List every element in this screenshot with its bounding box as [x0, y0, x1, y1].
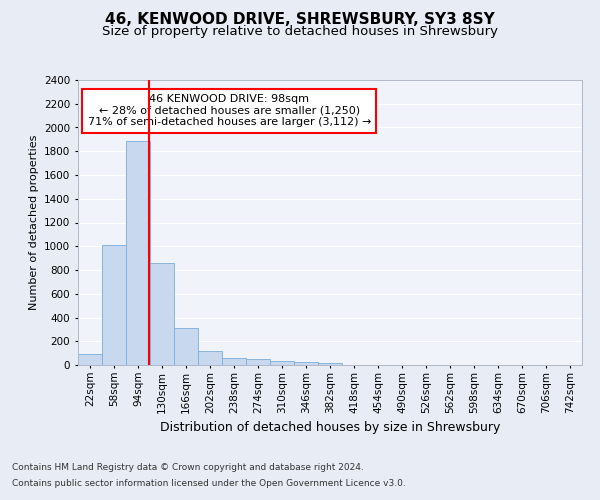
Text: 46 KENWOOD DRIVE: 98sqm
← 28% of detached houses are smaller (1,250)
71% of semi: 46 KENWOOD DRIVE: 98sqm ← 28% of detache…: [88, 94, 371, 128]
Bar: [222, 358, 246, 365]
Text: Size of property relative to detached houses in Shrewsbury: Size of property relative to detached ho…: [102, 25, 498, 38]
Bar: [78, 354, 102, 365]
Bar: [150, 263, 174, 365]
Bar: [126, 140, 150, 365]
Text: Contains public sector information licensed under the Open Government Licence v3: Contains public sector information licen…: [12, 478, 406, 488]
Bar: [270, 361, 294, 365]
Bar: [174, 328, 198, 365]
Y-axis label: Number of detached properties: Number of detached properties: [29, 135, 38, 310]
X-axis label: Distribution of detached houses by size in Shrewsbury: Distribution of detached houses by size …: [160, 421, 500, 434]
Bar: [318, 362, 342, 365]
Bar: [198, 351, 222, 365]
Bar: [294, 362, 318, 365]
Text: Contains HM Land Registry data © Crown copyright and database right 2024.: Contains HM Land Registry data © Crown c…: [12, 464, 364, 472]
Text: 46, KENWOOD DRIVE, SHREWSBURY, SY3 8SY: 46, KENWOOD DRIVE, SHREWSBURY, SY3 8SY: [105, 12, 495, 28]
Bar: [246, 359, 270, 365]
Bar: [102, 245, 126, 365]
